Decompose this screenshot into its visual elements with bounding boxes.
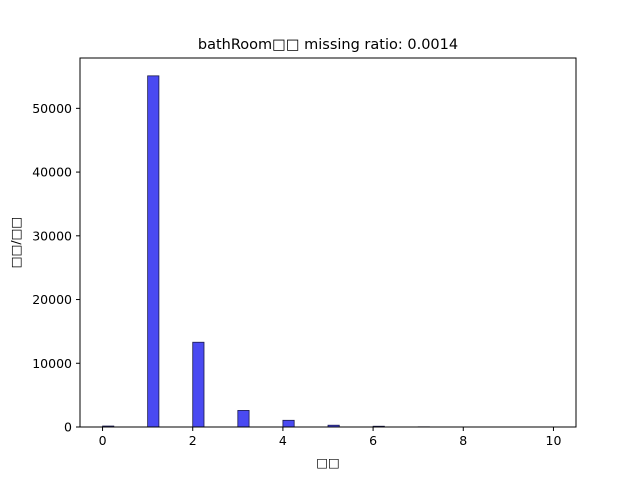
x-tick-label: 10 bbox=[546, 433, 562, 448]
y-tick-label: 0 bbox=[64, 420, 72, 435]
x-tick-label: 6 bbox=[369, 433, 377, 448]
x-tick-label: 2 bbox=[189, 433, 197, 448]
y-tick-label: 20000 bbox=[32, 292, 72, 307]
x-ticks-group: 0 2 4 6 8 10 bbox=[99, 427, 562, 448]
x-tick-label: 4 bbox=[279, 433, 287, 448]
x-axis-label: □□ bbox=[316, 455, 340, 470]
histogram-bar bbox=[237, 410, 250, 428]
histogram-bar bbox=[147, 75, 160, 428]
x-tick-label: 8 bbox=[459, 433, 467, 448]
y-tick-label: 10000 bbox=[32, 356, 72, 371]
y-axis-label: □□/□□ bbox=[8, 217, 23, 268]
chart-title: bathRoom□□ missing ratio: 0.0014 bbox=[198, 37, 458, 53]
y-tick-label: 40000 bbox=[32, 165, 72, 180]
y-tick-label: 50000 bbox=[32, 101, 72, 116]
histogram-bar bbox=[192, 341, 205, 428]
y-tick-label: 30000 bbox=[32, 228, 72, 243]
y-ticks-group: 0 10000 20000 30000 40000 50000 bbox=[32, 101, 80, 435]
x-tick-label: 0 bbox=[99, 433, 107, 448]
histogram-bar bbox=[282, 419, 295, 428]
plot-frame bbox=[79, 57, 577, 428]
